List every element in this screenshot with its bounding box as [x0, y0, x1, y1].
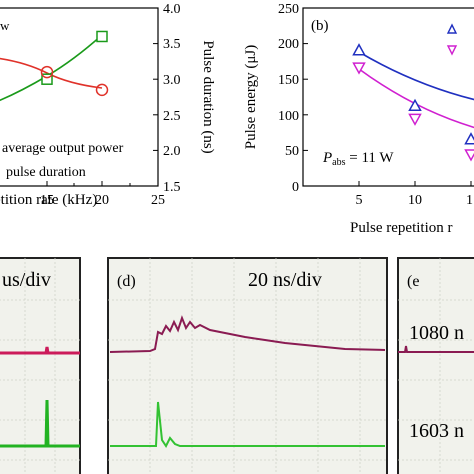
panel-b-xtick: 1: [466, 193, 473, 208]
panel-b-blue-curve: [358, 51, 474, 101]
scope-e-wavelength-1080: 1080 n: [409, 322, 464, 344]
scope-c-timebase: us/div: [2, 269, 51, 291]
panel-b-ylabel: Pulse energy (μJ): [243, 45, 259, 149]
scope-c-trace-1080: [0, 346, 80, 355]
scope-d-label: (d): [117, 273, 136, 290]
panel-a-ytick: 2.5: [163, 109, 181, 124]
panel-a-ytick: 4.0: [163, 2, 181, 17]
panel-b-ytick: 150: [278, 73, 299, 88]
panel-b-ytick: 100: [278, 109, 299, 124]
panel-b: (b) 250 200 150 100 50 0 Pulse energy (μ…: [243, 2, 474, 236]
panel-b-ytick: 50: [285, 144, 299, 159]
panel-a-point-circle: [40, 65, 54, 79]
panel-b-point-triangle-down: [464, 149, 474, 162]
panel-b-point-triangle-up: [352, 43, 366, 56]
panel-a-x-axis: 15 20 25 etition rate (kHz): [0, 181, 165, 208]
panel-b-pabs-annotation: Pabs = 11 W: [322, 150, 394, 168]
panel-a-ytick: 1.5: [163, 180, 181, 195]
panel-a-ytick: 3.0: [163, 73, 181, 88]
scope-panel-e: (e 1080 n 1603 n: [397, 257, 474, 474]
panel-b-xtick: 10: [408, 193, 422, 208]
panel-a-xtick: 20: [95, 193, 109, 208]
panel-a-point-square: [96, 30, 108, 43]
panel-b-pabs-p: P: [322, 150, 332, 166]
scope-e-label: (e: [407, 273, 419, 290]
panel-b-pabs-rest: = 11 W: [346, 150, 395, 166]
panel-a-xtick: 15: [40, 193, 54, 208]
panel-b-point-triangle-up: [408, 98, 422, 112]
panel-a-right-axis: 4.0 3.5 3.0 2.5 2.0 1.5 Pulse duration (…: [153, 2, 216, 195]
panel-a-xtick: 25: [151, 193, 165, 208]
scope-c-trace-1603: [0, 399, 80, 448]
panel-a-point-square: [41, 73, 53, 85]
panel-a-ylabel: Pulse duration (ns): [200, 40, 216, 153]
panel-b-ytick: 250: [278, 2, 299, 17]
panel-b-y-axis: 250 200 150 100 50 0 Pulse energy (μJ): [243, 2, 308, 195]
scope-d-trace-1603: [110, 401, 385, 448]
scope-e-bg: [397, 257, 474, 474]
scope-d-trace-1080: [109, 315, 386, 353]
panel-b-point-triangle-down: [408, 113, 422, 126]
panel-b-label: (b): [311, 18, 329, 34]
panel-b-legend-triangle-up-icon: [446, 23, 458, 34]
panel-a: w 4.0 3.5 3.0 2.5 2.0 1.5 Pulse duration…: [0, 2, 216, 208]
panel-a-ytick: 3.5: [163, 37, 181, 52]
panel-b-legend-triangle-down-icon: [446, 45, 458, 56]
panel-b-point-triangle-down: [352, 62, 366, 75]
panel-b-frame: [302, 7, 474, 187]
panel-b-xlabel: Pulse repetition r: [350, 220, 452, 236]
scope-panel-c: us/div: [0, 257, 81, 474]
scope-c-bg: [0, 257, 81, 474]
panel-b-point-triangle-up: [464, 132, 474, 145]
panel-a-legend-power: average output power: [2, 141, 124, 156]
scope-e-wavelength-1603: 1603 n: [409, 420, 464, 442]
panel-a-red-curve: [0, 57, 103, 89]
panel-a-point-circle: [95, 83, 109, 97]
panel-b-x-axis: 5 10 1 Pulse repetition r: [350, 181, 473, 236]
panel-b-ytick: 200: [278, 37, 299, 52]
panel-a-xlabel: etition rate (kHz): [0, 192, 97, 208]
scope-panel-d: (d) 20 ns/div: [107, 257, 388, 474]
scope-d-bg: [107, 257, 388, 474]
scope-d-timebase: 20 ns/div: [248, 269, 322, 291]
panel-a-top-label: w: [0, 18, 10, 33]
panel-b-ytick: 0: [292, 180, 299, 195]
panel-a-frame: [0, 7, 159, 187]
panel-b-pabs-sub: abs: [332, 157, 345, 168]
panel-a-legend-duration: pulse duration: [6, 165, 86, 180]
panel-b-xtick: 5: [356, 193, 363, 208]
panel-a-ytick: 2.0: [163, 144, 181, 159]
scope-e-trace-1080: [398, 345, 474, 353]
